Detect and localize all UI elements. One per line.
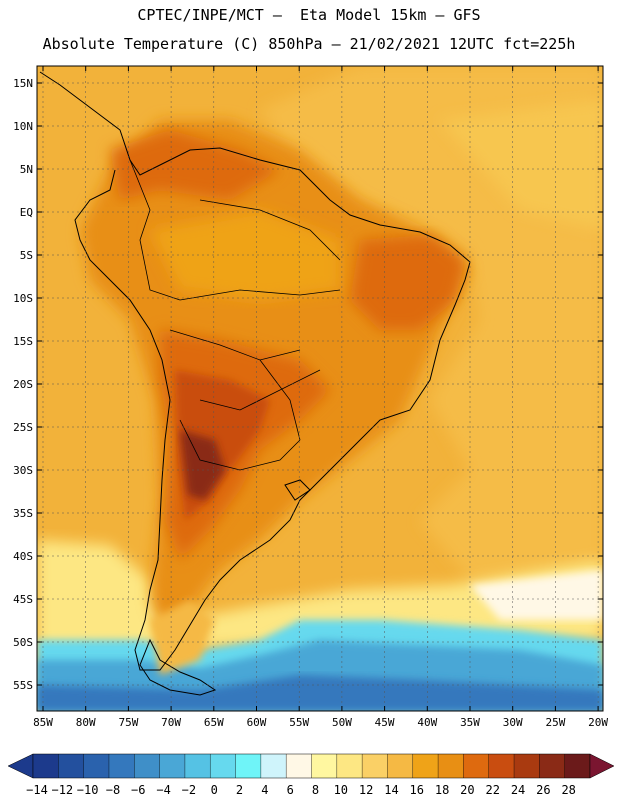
colorbar-label: −8 [106, 783, 120, 797]
colorbar-label: 0 [211, 783, 218, 797]
lon-label: 25W [545, 716, 565, 729]
colorbar: −14 −12 −10 −8 −6 −4 −2 0 2 4 6 8 10 12 14 16 18 20 22 24 26… [7, 753, 615, 797]
colorbar-swatch [463, 754, 490, 778]
lat-label: 40S [13, 550, 33, 563]
colorbar-swatch [260, 754, 287, 778]
lon-label: 55W [289, 716, 309, 729]
colorbar-label: −14 [26, 783, 48, 797]
lat-label: 25S [13, 421, 33, 434]
coastline [39, 71, 471, 696]
colorbar-swatch [564, 754, 591, 778]
colorbar-label: 18 [435, 783, 449, 797]
map-frame [36, 65, 604, 712]
lon-label: 20W [588, 716, 608, 729]
colorbar-right-arrow [589, 753, 615, 779]
colorbar-swatch [514, 754, 540, 778]
lat-label: 55S [13, 679, 33, 692]
colorbar-label: 2 [236, 783, 243, 797]
colorbar-label: 8 [312, 783, 319, 797]
colorbar-label: −2 [182, 783, 196, 797]
lon-label: 45W [375, 716, 395, 729]
title-line-2: Absolute Temperature (C) 850hPa – 21/02/… [42, 35, 576, 53]
colorbar-label: 24 [511, 783, 525, 797]
lon-label: 30W [503, 716, 523, 729]
colorbar-swatch [539, 754, 565, 778]
colorbar-left-arrow [7, 753, 34, 779]
lon-label: 85W [33, 716, 53, 729]
colorbar-swatch [387, 754, 414, 778]
colorbar-swatch [362, 754, 388, 778]
colorbar-swatch [210, 754, 236, 778]
colorbar-label: 10 [334, 783, 348, 797]
colorbar-swatch [412, 754, 439, 778]
lon-label: 65W [204, 716, 224, 729]
lat-label: EQ [20, 206, 33, 219]
lat-label: 50S [13, 636, 33, 649]
lon-label: 70W [161, 716, 181, 729]
colorbar-label: −10 [77, 783, 99, 797]
lat-lon-grid [37, 66, 603, 711]
colorbar-label: 6 [287, 783, 294, 797]
lat-label: 30S [13, 464, 33, 477]
colorbar-swatch [336, 754, 363, 778]
colorbar-label: 14 [384, 783, 398, 797]
lon-label: 35W [460, 716, 480, 729]
colorbar-swatch [58, 754, 84, 778]
colorbar-swatch [235, 754, 262, 778]
colorbar-swatch [286, 754, 312, 778]
lon-label: 60W [247, 716, 267, 729]
lat-label: 10S [13, 292, 33, 305]
colorbar-label: −4 [156, 783, 170, 797]
colorbar-swatch [108, 754, 135, 778]
lat-label: 15N [13, 77, 33, 90]
title-line-1: CPTEC/INPE/MCT – Eta Model 15km – GFS [137, 6, 481, 24]
lat-label: 5N [20, 163, 33, 176]
lat-label: 20S [13, 378, 33, 391]
temperature-field [37, 66, 603, 711]
colorbar-label: −12 [51, 783, 73, 797]
lon-label: 75W [118, 716, 138, 729]
colorbar-label: 12 [359, 783, 373, 797]
lon-label: 50W [332, 716, 352, 729]
colorbar-swatch [134, 754, 160, 778]
colorbar-swatch [438, 754, 464, 778]
colorbar-swatch [311, 754, 338, 778]
lat-label: 45S [13, 593, 33, 606]
colorbar-label: 28 [561, 783, 575, 797]
colorbar-label: −6 [131, 783, 145, 797]
colorbar-swatch [33, 754, 59, 778]
colorbar-swatch [159, 754, 186, 778]
colorbar-swatch [488, 754, 515, 778]
colorbar-label: 16 [410, 783, 424, 797]
colorbar-label: 26 [536, 783, 550, 797]
lat-label: 10N [13, 120, 33, 133]
colorbar-swatch [184, 754, 211, 778]
colorbar-label: 20 [460, 783, 474, 797]
lon-label: 80W [76, 716, 96, 729]
colorbar-swatch [83, 754, 110, 778]
lat-label: 35S [13, 507, 33, 520]
country-borders [129, 159, 341, 471]
lat-label: 15S [13, 335, 33, 348]
lat-label: 5S [20, 249, 33, 262]
colorbar-label: 4 [261, 783, 268, 797]
lon-label: 40W [417, 716, 437, 729]
colorbar-label: 22 [486, 783, 500, 797]
